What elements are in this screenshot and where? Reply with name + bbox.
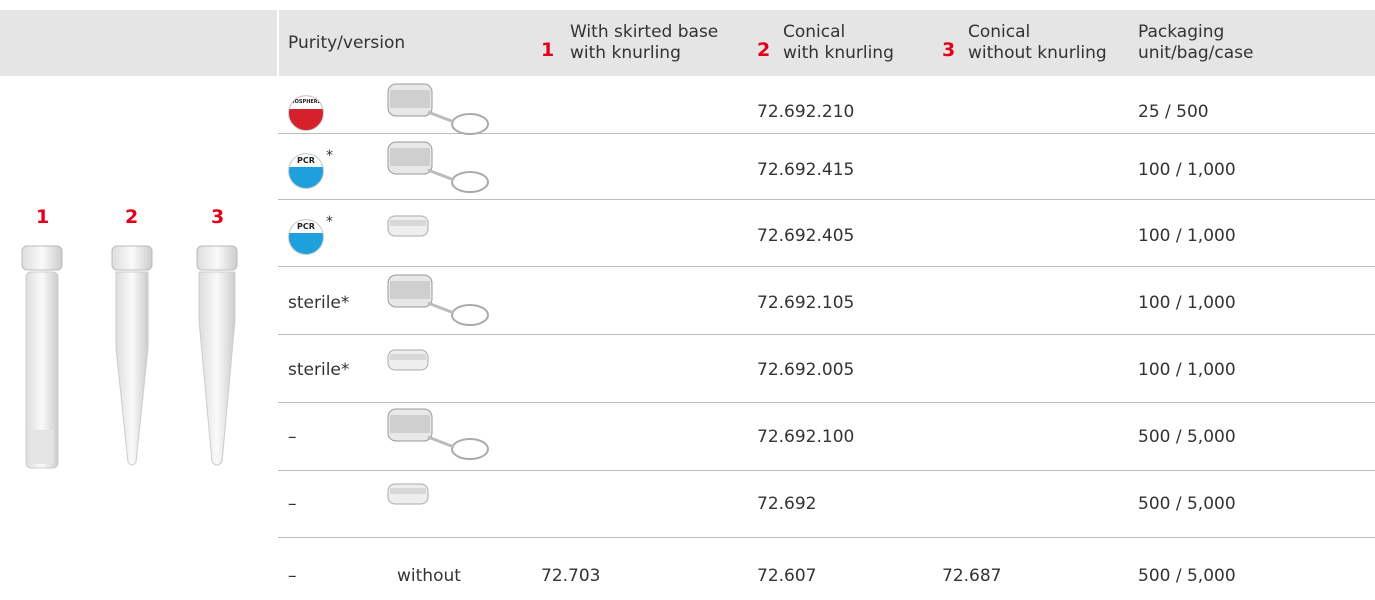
cell-purity: sterile* <box>288 293 349 313</box>
cell-purity: – <box>288 494 297 514</box>
cap-image <box>376 474 496 530</box>
cell-packaging: 500 / 5,000 <box>1138 566 1236 586</box>
row-rule <box>278 334 1375 335</box>
cap-image <box>376 206 496 262</box>
row-rule <box>278 199 1375 200</box>
col-number: 2 <box>757 39 770 61</box>
badge-mark: * <box>326 214 333 230</box>
col-number: 1 <box>541 39 554 61</box>
page: Purity/version 1 With skirted basewith k… <box>0 0 1375 600</box>
cell-conical-plain: 72.687 <box>942 566 1001 586</box>
tube <box>197 246 237 465</box>
cell-packaging: 100 / 1,000 <box>1138 226 1236 246</box>
cell-packaging: 100 / 1,000 <box>1138 293 1236 313</box>
header-divider <box>277 10 279 76</box>
tube-number: 1 <box>36 206 49 228</box>
cap-image <box>376 140 496 196</box>
cell-conical: 72.692.405 <box>757 226 854 246</box>
badge-mark: * <box>326 148 333 164</box>
cell-purity: – <box>288 427 297 447</box>
cell-conical: 72.692.210 <box>757 102 854 122</box>
cell-packaging: 25 / 500 <box>1138 102 1209 122</box>
tube <box>112 246 152 465</box>
purity-badge: PCR <box>288 219 324 255</box>
row-rule <box>278 470 1375 471</box>
cell-conical: 72.692.415 <box>757 160 854 180</box>
cell-packaging: 500 / 5,000 <box>1138 427 1236 447</box>
cap-image <box>376 407 496 463</box>
cell-cap: without <box>397 566 461 586</box>
badge-text: BIOSPHERE® PLUS <box>289 96 323 109</box>
line: with knurling <box>783 43 894 64</box>
cell-packaging: 500 / 5,000 <box>1138 494 1236 514</box>
line: without knurling <box>968 43 1107 64</box>
cell-skirted: 72.703 <box>541 566 600 586</box>
cap-image <box>376 82 496 138</box>
line: With skirted base <box>570 22 718 43</box>
tube-number: 3 <box>211 206 224 228</box>
line: unit/bag/case <box>1138 43 1253 64</box>
purity-badge: PCR <box>288 153 324 189</box>
row-rule <box>278 402 1375 403</box>
cell-conical: 72.692.105 <box>757 293 854 313</box>
tube <box>22 246 62 468</box>
line: Conical <box>968 22 1107 43</box>
cell-conical: 72.607 <box>757 566 816 586</box>
cell-conical: 72.692.100 <box>757 427 854 447</box>
col-number: 3 <box>942 39 955 61</box>
cell-purity: sterile* <box>288 360 349 380</box>
row-rule <box>278 266 1375 267</box>
badge-text: PCR <box>289 220 323 233</box>
cap-image <box>376 273 496 329</box>
cell-conical: 72.692 <box>757 494 816 514</box>
cell-purity: – <box>288 566 297 586</box>
line: with knurling <box>570 43 718 64</box>
purity-badge: BIOSPHERE® PLUS <box>288 95 324 131</box>
header-purity: Purity/version <box>288 33 405 53</box>
line: Packaging <box>1138 22 1253 43</box>
tube-illustration <box>0 200 270 480</box>
cell-packaging: 100 / 1,000 <box>1138 160 1236 180</box>
tube-number: 2 <box>125 206 138 228</box>
cap-image <box>376 340 496 396</box>
line: Conical <box>783 22 894 43</box>
cell-conical: 72.692.005 <box>757 360 854 380</box>
badge-text: PCR <box>289 154 323 167</box>
cell-packaging: 100 / 1,000 <box>1138 360 1236 380</box>
row-rule <box>278 537 1375 538</box>
